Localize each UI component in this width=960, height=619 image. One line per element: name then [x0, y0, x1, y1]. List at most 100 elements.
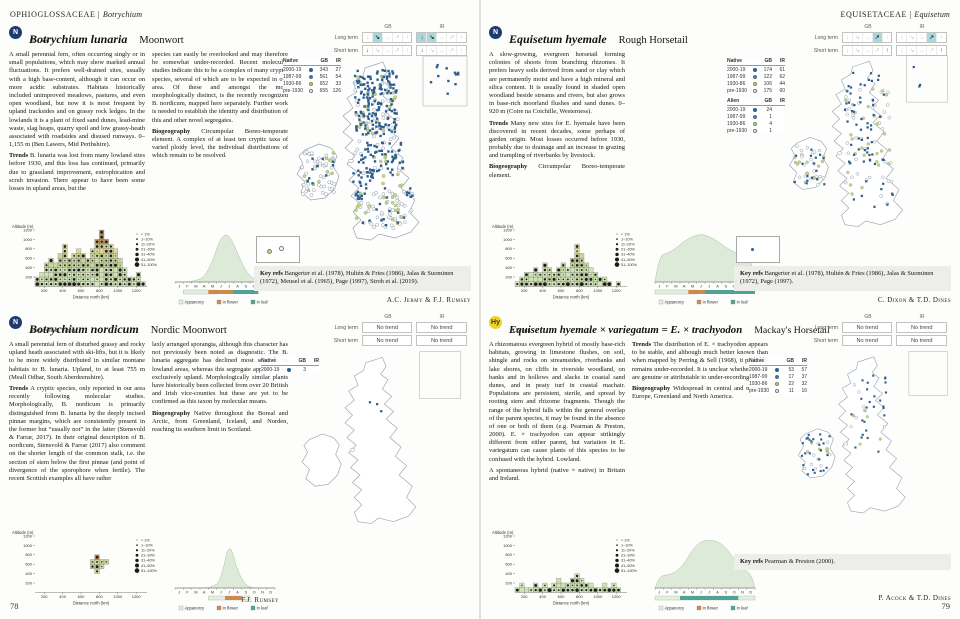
text-column-1: A small perennial fern, often occurring … [9, 51, 145, 192]
authority: L. [510, 37, 516, 44]
svg-text:600: 600 [505, 562, 512, 567]
trend-panel: GB IR Long term ↓ ↘ → ↗ ↑ ↓ ↘ → ↗ ↑ Short term ↓ ↘ → ↗ ↑ ↓ ↘… [805, 24, 951, 56]
svg-text:J: J [658, 589, 660, 594]
running-head-family: EQUISETACEAE [840, 10, 908, 19]
svg-text:1–10%: 1–10% [621, 237, 633, 241]
svg-text:1200: 1200 [23, 227, 33, 232]
page-gutter [479, 0, 481, 619]
key-refs-label: Key refs [740, 558, 763, 565]
altitude-chart: Altitude (m) 200 400 600 800 1000 1200 200 400 60… [489, 222, 651, 312]
running-head-genus: Equisetum [914, 10, 950, 19]
account-authors: F.J. Rumsey [241, 596, 279, 604]
svg-text:400: 400 [505, 265, 512, 270]
svg-text:J: J [220, 589, 222, 594]
svg-text:1000: 1000 [113, 288, 123, 293]
svg-text:Apparency: Apparency [665, 299, 686, 304]
svg-text:11–20%: 11–20% [141, 243, 155, 247]
svg-text:< 1%: < 1% [621, 538, 630, 542]
svg-text:J: J [220, 283, 222, 288]
species-account-trachyodon: Hy Equisetum hyemale × variegatum = E. ×… [489, 314, 951, 610]
svg-text:400: 400 [25, 571, 32, 576]
svg-text:21–30%: 21–30% [141, 554, 156, 558]
text-column-2: laxly arranged sporangia, although this … [152, 341, 288, 433]
distribution-map [769, 52, 951, 264]
text-column-1: A small perennial fern of disturbed gras… [9, 341, 145, 482]
authority: A.Braun [510, 327, 531, 334]
svg-text:In leaf: In leaf [737, 605, 749, 610]
svg-text:J: J [178, 283, 180, 288]
species-name: Botrychium lunaria [29, 32, 128, 46]
svg-text:400: 400 [25, 265, 32, 270]
distribution-map [779, 348, 951, 546]
species-account-nordicum: N Botrychium nordicum Nordic Moonwort St… [9, 314, 471, 610]
svg-text:800: 800 [505, 246, 512, 251]
altitude-chart: Altitude (m) 200 400 600 800 1000 1200 200 400 60… [9, 222, 171, 312]
svg-text:A: A [203, 589, 206, 594]
key-refs: Key refs Pearman & Preston (2000). [734, 554, 951, 571]
species-name: Equisetum hyemale × variegatum = E. × tr… [509, 324, 743, 336]
svg-text:Apparency: Apparency [665, 605, 686, 610]
altitude-chart: Altitude (m) 200 400 600 800 1000 1200 200 400 60… [9, 528, 171, 618]
svg-text:600: 600 [505, 256, 512, 261]
svg-text:600: 600 [78, 288, 85, 293]
svg-text:11–20%: 11–20% [141, 549, 155, 553]
map-dot [267, 249, 272, 254]
svg-text:1200: 1200 [612, 288, 622, 293]
svg-text:1200: 1200 [23, 533, 33, 538]
svg-text:1000: 1000 [593, 288, 603, 293]
svg-text:1200: 1200 [503, 533, 513, 538]
text-column-2: species can easily be overlooked and may… [152, 51, 288, 160]
svg-text:< 1%: < 1% [141, 538, 150, 542]
map-legend-alien: Alien GB IR 2000-19 24 1987-99 1 1930-86 4 pre-19… [727, 98, 785, 134]
svg-text:A: A [716, 589, 719, 594]
common-name: Nordic Moonwort [150, 325, 227, 336]
status-badge: N [489, 26, 502, 39]
svg-text:800: 800 [576, 288, 583, 293]
svg-text:600: 600 [558, 288, 565, 293]
account-authors: C. Dixon & T.D. Dines [877, 296, 951, 304]
key-refs: Key refs Bangerter et al. (1978), Hultén… [734, 266, 951, 291]
authority: Stensvold & Farrar [30, 327, 76, 334]
svg-text:M: M [691, 589, 694, 594]
distribution-map [275, 52, 471, 264]
svg-text:M: M [211, 589, 214, 594]
svg-text:400: 400 [539, 594, 546, 599]
map-legend-native: Native GB IR 2000-19 343 27 1987-99 561 54 1930-8… [283, 58, 341, 94]
svg-text:800: 800 [576, 594, 583, 599]
svg-text:Distance north (km): Distance north (km) [73, 601, 110, 606]
svg-text:J: J [228, 283, 230, 288]
svg-text:Apparency: Apparency [185, 605, 206, 610]
svg-text:31–40%: 31–40% [621, 559, 636, 563]
svg-text:Apparency: Apparency [185, 299, 206, 304]
svg-text:In leaf: In leaf [257, 605, 269, 610]
svg-text:Altitude (m): Altitude (m) [12, 530, 34, 535]
svg-text:J: J [228, 589, 230, 594]
svg-text:200: 200 [521, 594, 528, 599]
svg-text:J: J [708, 283, 710, 288]
svg-text:S: S [245, 283, 248, 288]
common-name: Rough Horsetail [618, 35, 688, 46]
svg-text:< 1%: < 1% [621, 232, 630, 236]
species-heading: Equisetum hyemale Rough Horsetail [509, 23, 688, 50]
svg-text:600: 600 [558, 594, 565, 599]
svg-text:In flower: In flower [223, 605, 239, 610]
page-right: EQUISETACEAE | Equisetum N Equisetum hye… [480, 0, 960, 619]
svg-text:D: D [269, 589, 272, 594]
svg-text:O: O [733, 589, 736, 594]
svg-text:S: S [725, 589, 728, 594]
svg-text:In flower: In flower [703, 299, 719, 304]
text-column-2: Trends The distribution of E. × trachyod… [632, 341, 768, 401]
running-head: EQUISETACEAE | Equisetum [840, 10, 950, 19]
svg-text:600: 600 [25, 256, 32, 261]
svg-text:J: J [658, 283, 660, 288]
key-refs-text: Bangerter et al. (1978), Hultén & Fries … [260, 270, 454, 286]
svg-text:M: M [674, 589, 677, 594]
svg-text:21–30%: 21–30% [621, 248, 636, 252]
svg-text:200: 200 [505, 580, 512, 585]
svg-text:800: 800 [25, 246, 32, 251]
svg-text:J: J [700, 283, 702, 288]
svg-text:21–30%: 21–30% [141, 248, 156, 252]
species-name: Equisetum hyemale [509, 32, 607, 46]
svg-text:51–100%: 51–100% [621, 569, 638, 573]
